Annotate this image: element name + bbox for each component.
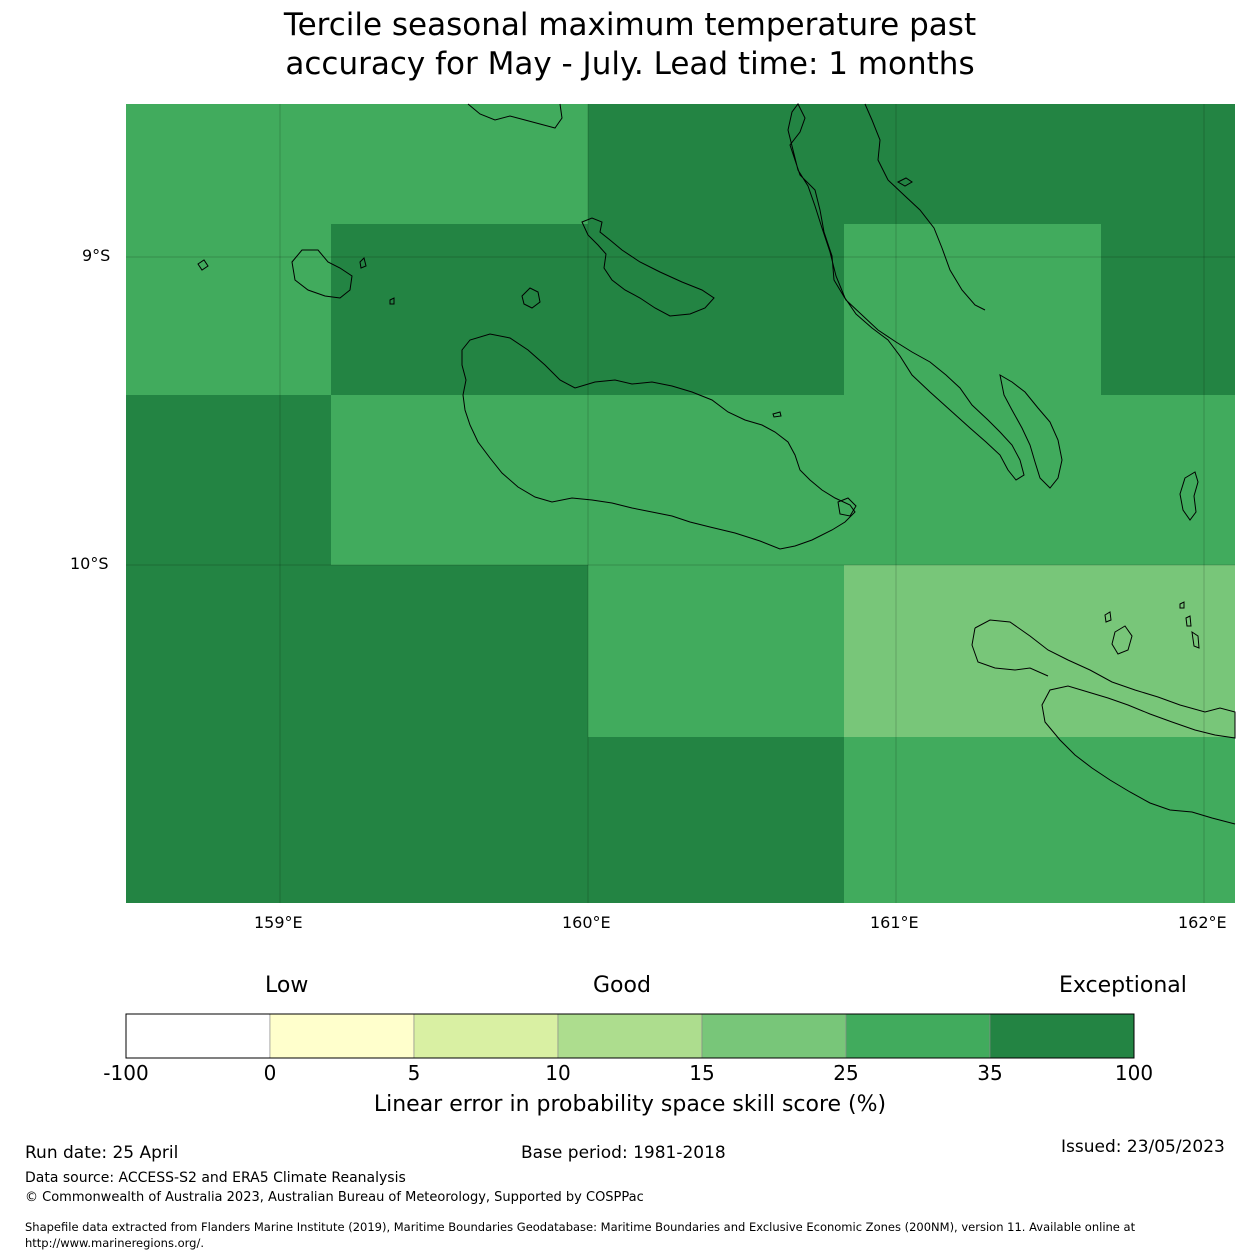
base-period: Base period: 1981-2018 <box>521 1143 726 1163</box>
coastline-makira-west <box>971 627 1049 677</box>
issued-date: Issued: 23/05/2023 <box>1061 1137 1225 1157</box>
coastline-islet-d <box>1179 601 1185 609</box>
colorbar-swatch <box>413 1013 559 1059</box>
colorbar-tick: -100 <box>103 1061 149 1085</box>
lon-label-159e: 159°E <box>254 913 303 932</box>
title-line-2: accuracy for May - July. Lead time: 1 mo… <box>285 46 975 82</box>
map-title: Tercile seasonal maximum temperature pas… <box>0 6 1260 84</box>
skill-cell <box>126 395 331 565</box>
colorbar-tick: 15 <box>689 1061 715 1085</box>
colorbar-tick: 35 <box>977 1061 1003 1085</box>
colorbar-swatch <box>557 1013 703 1059</box>
colorbar-swatch <box>701 1013 847 1059</box>
data-source: Data source: ACCESS-S2 and ERA5 Climate … <box>25 1170 406 1186</box>
skill-cell <box>331 565 588 737</box>
colorbar-swatch <box>125 1013 271 1059</box>
skill-cell <box>331 224 588 395</box>
skill-cell <box>844 395 1101 565</box>
coastline-santa-isabel <box>467 103 563 129</box>
skill-cell <box>126 737 331 903</box>
skill-cell <box>588 737 844 903</box>
skill-cell <box>331 395 588 565</box>
colorbar-tick: 100 <box>1114 1061 1154 1085</box>
skill-cell <box>1101 224 1235 395</box>
skill-cell <box>844 565 1101 737</box>
lon-label-162e: 162°E <box>1178 913 1227 932</box>
graticule <box>126 104 1235 903</box>
coastline-malaita <box>787 103 1025 481</box>
skill-cell <box>331 737 588 903</box>
skill-cell <box>126 224 331 395</box>
skill-cell <box>1101 737 1235 903</box>
colorbar-exceptional-label: Exceptional <box>1059 973 1187 998</box>
colorbar-swatch <box>989 1013 1135 1059</box>
skill-cell <box>1101 104 1235 224</box>
coastline-makira <box>974 619 1236 825</box>
coastline-islet-i <box>896 177 913 187</box>
colorbar-low-label: Low <box>265 973 309 998</box>
colorbar-good-label: Good <box>593 973 651 998</box>
coastline-islet-e <box>1185 615 1192 627</box>
colorbar-tick: 25 <box>833 1061 859 1085</box>
coastline-north-malaita <box>864 103 986 311</box>
skill-cell <box>126 565 331 737</box>
coastline-savo <box>521 287 541 309</box>
skill-cell <box>588 224 844 395</box>
colorbar-swatch <box>845 1013 991 1059</box>
coastline-islet-c <box>1104 611 1112 623</box>
skill-cell <box>331 104 588 224</box>
lat-label-9s: 9°S <box>82 246 111 265</box>
lat-label-10s: 10°S <box>70 554 109 573</box>
colorbar-swatch <box>269 1013 415 1059</box>
skill-cell <box>844 104 1101 224</box>
coastline-islet-g <box>837 497 857 517</box>
coastline-islet-a <box>359 257 367 269</box>
skill-cell <box>588 395 844 565</box>
run-date: Run date: 25 April <box>25 1143 179 1163</box>
colorbar-tick: 5 <box>407 1061 421 1085</box>
lon-label-161e: 161°E <box>870 913 919 932</box>
skill-cell <box>1101 395 1235 565</box>
colorbar-border <box>125 1013 1135 1059</box>
skill-cell <box>126 104 331 224</box>
coastline-islet-h <box>772 411 782 418</box>
skill-cell <box>588 565 844 737</box>
colorbar-tick: 10 <box>545 1061 571 1085</box>
skill-cell <box>1101 565 1235 737</box>
title-line-1: Tercile seasonal maximum temperature pas… <box>283 7 977 43</box>
coastline-russell-islands <box>291 249 353 299</box>
coastline-florida-islands <box>581 217 715 317</box>
copyright: © Commonwealth of Australia 2023, Austra… <box>25 1190 644 1205</box>
coastline-islet-west <box>197 259 209 271</box>
shapefile-credit-line-1: Shapefile data extracted from Flanders M… <box>25 1220 1136 1234</box>
coastline-small-malaita <box>999 374 1063 489</box>
skill-cell <box>844 224 1101 395</box>
skill-cell <box>588 104 844 224</box>
colorbar-tick: 0 <box>263 1061 277 1085</box>
coastline-guadalcanal <box>461 333 856 550</box>
coastline-ugi <box>1111 625 1133 655</box>
coastline-ulawa <box>1179 471 1199 521</box>
coastline-islet-f <box>1191 630 1200 649</box>
skill-cells <box>126 104 1235 903</box>
lon-label-160e: 160°E <box>562 913 611 932</box>
coastline-islet-b <box>389 297 395 305</box>
colorbar <box>125 1013 1135 1059</box>
skill-cell <box>844 737 1101 903</box>
colorbar-caption: Linear error in probability space skill … <box>373 1092 887 1117</box>
coastlines <box>197 103 1236 825</box>
shapefile-credit-line-2: http://www.marineregions.org/. <box>25 1236 204 1250</box>
